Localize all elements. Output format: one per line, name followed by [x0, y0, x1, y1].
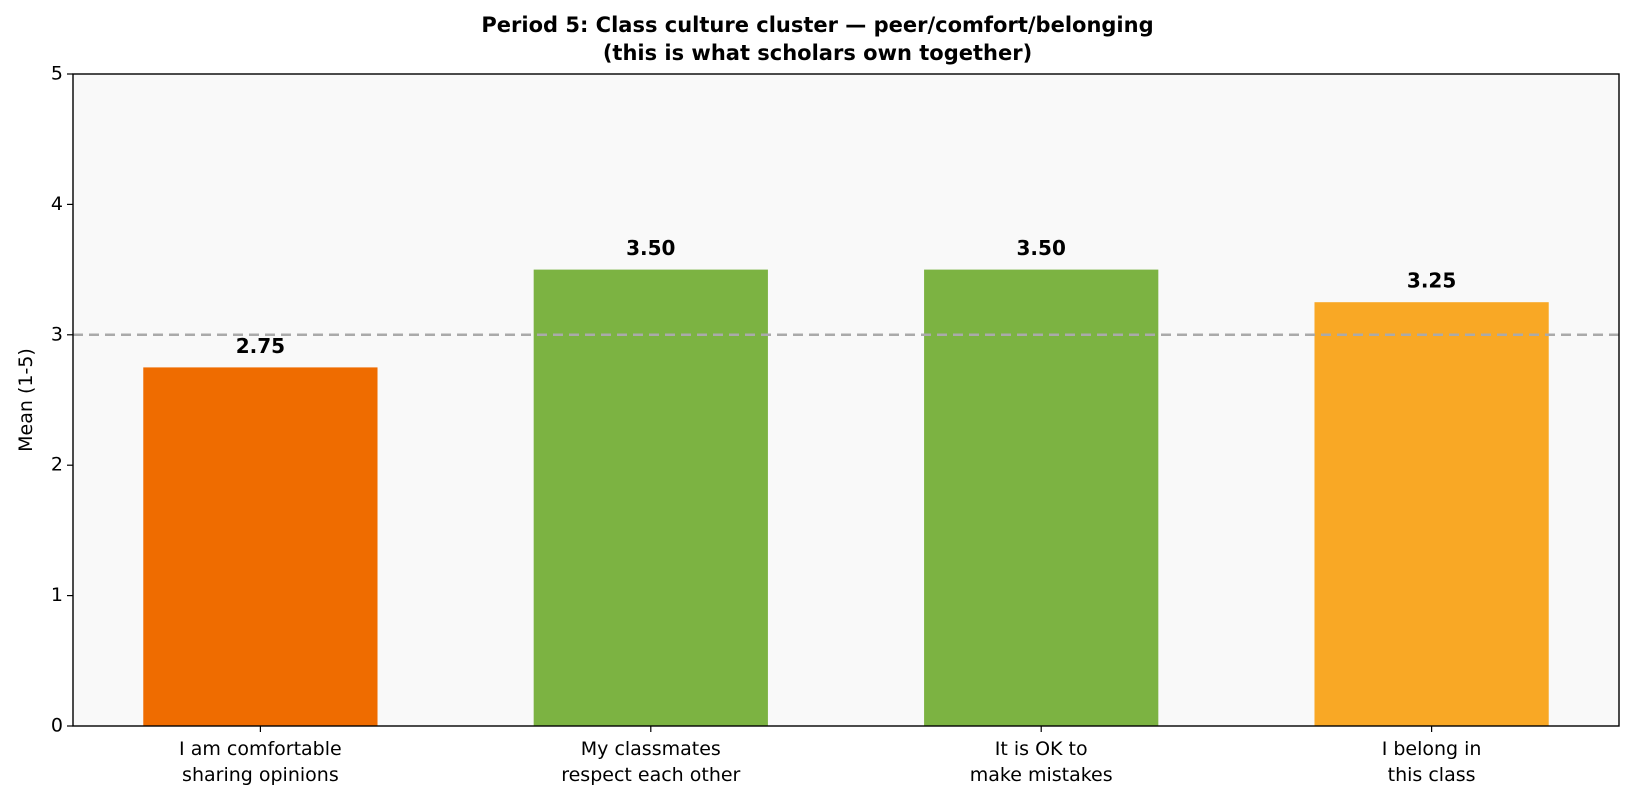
bar: [924, 269, 1159, 726]
chart-title: Period 5: Class culture cluster — peer/c…: [481, 13, 1154, 65]
bar: [1314, 302, 1549, 726]
value-label: 3.50: [1017, 236, 1066, 260]
x-tick-label: I belong in this class: [1381, 738, 1482, 786]
plot-frame: [72, 73, 1620, 727]
y-tick-label: 1: [51, 584, 63, 606]
y-axis-label: Mean (1-5): [15, 348, 37, 452]
value-label: 2.75: [236, 334, 285, 358]
y-tick-label: 4: [51, 193, 63, 215]
bar: [143, 367, 378, 726]
y-tick-label: 3: [51, 323, 63, 345]
x-tick-label: My classmates respect each other: [561, 738, 741, 786]
x-tick-label: I am comfortable sharing opinions: [179, 738, 342, 786]
bar: [533, 269, 768, 726]
y-tick-label: 2: [51, 454, 63, 476]
value-label: 3.25: [1407, 269, 1456, 293]
x-tick-label: It is OK to make mistakes: [969, 738, 1113, 786]
y-tick-label: 5: [51, 63, 63, 85]
value-label: 3.50: [626, 236, 675, 260]
y-tick-label: 0: [51, 715, 63, 737]
